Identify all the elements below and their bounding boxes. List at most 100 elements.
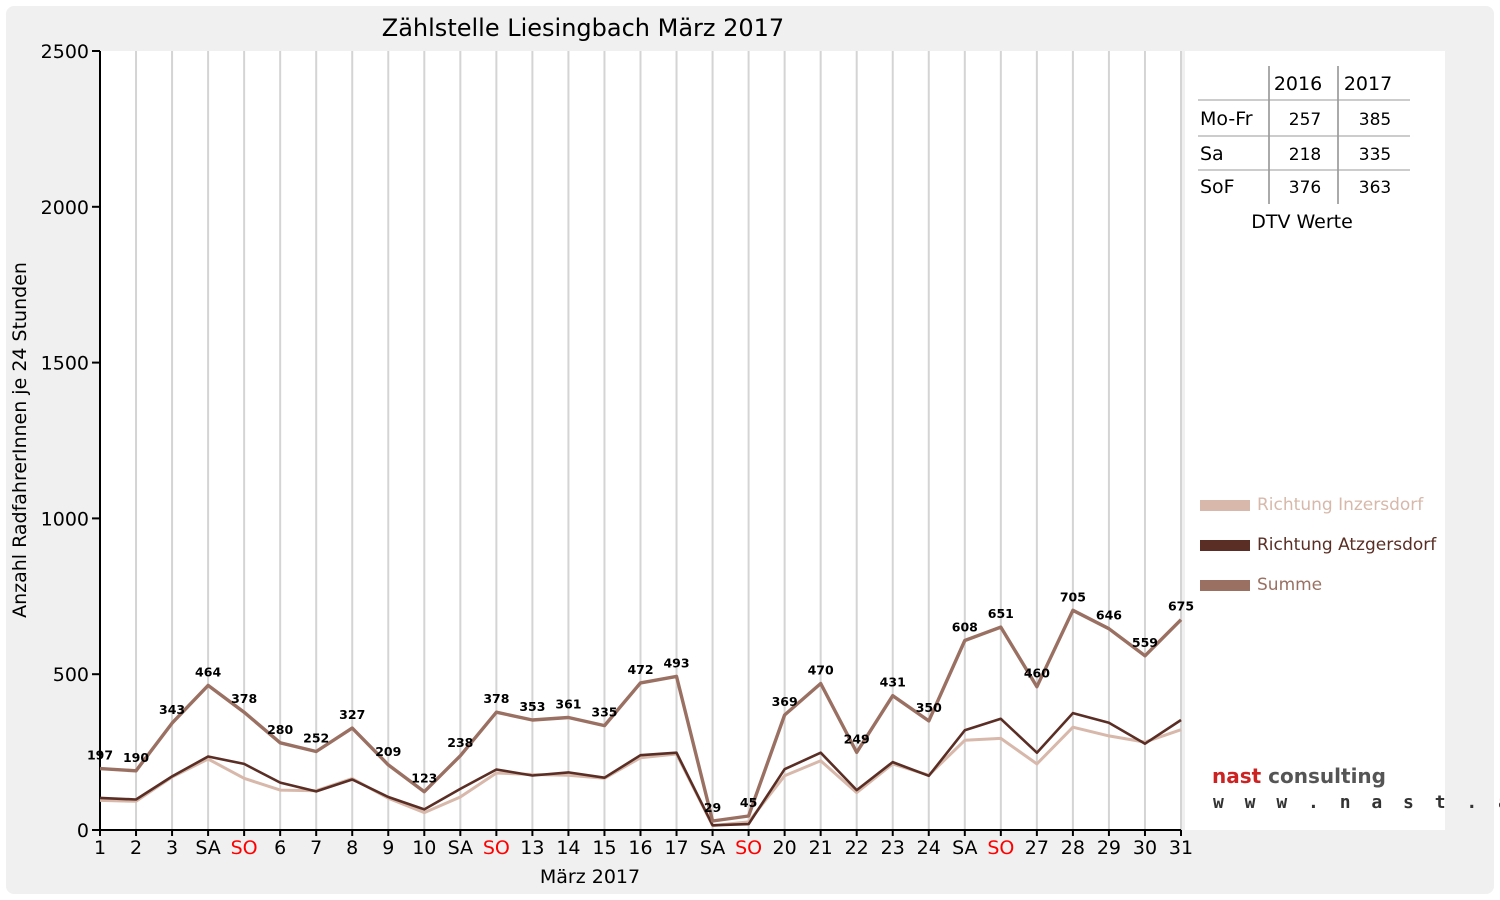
series-lines bbox=[99, 608, 1183, 828]
data-label: 651 bbox=[988, 606, 1014, 621]
x-tick-label: 17 bbox=[664, 837, 688, 859]
data-label: 197 bbox=[87, 748, 113, 763]
chart-title: Zählstelle Liesingbach März 2017 bbox=[382, 14, 784, 42]
table-row-label: Mo-Fr bbox=[1200, 108, 1253, 130]
data-label: 705 bbox=[1060, 589, 1086, 604]
x-tick-label: 10 bbox=[412, 837, 436, 859]
data-label: 608 bbox=[952, 620, 978, 635]
x-tick-label: 8 bbox=[346, 837, 358, 859]
table-cell: 218 bbox=[1289, 145, 1321, 165]
data-label: 353 bbox=[519, 699, 545, 714]
legend-swatch-summe bbox=[1200, 580, 1250, 591]
x-tick-label: SA bbox=[448, 837, 473, 859]
logo-url: w w w . n a s t . a t bbox=[1213, 792, 1500, 813]
x-tick-label: 13 bbox=[520, 837, 544, 859]
data-label: 378 bbox=[483, 691, 509, 706]
table-row-label: Sa bbox=[1200, 143, 1224, 165]
x-tick-label: 6 bbox=[274, 837, 286, 859]
series-line-richtung-atzgersdorf bbox=[99, 711, 1182, 827]
data-label: 238 bbox=[447, 735, 473, 750]
y-axis: 0 500 1000 1500 2000 2500 bbox=[41, 41, 101, 842]
x-tick-label: 20 bbox=[773, 837, 797, 859]
logo-box bbox=[1200, 750, 1443, 825]
data-label: 493 bbox=[663, 655, 689, 670]
x-tick-label: 2 bbox=[130, 837, 142, 859]
dtv-table: 2016 2017 Mo-Fr 257 385 Sa 218 335 SoF 3… bbox=[1198, 66, 1410, 233]
table-cell: 335 bbox=[1359, 145, 1391, 165]
x-tick-label: SO bbox=[987, 837, 1014, 859]
y-axis-label: Anzahl RadfahrerInnen je 24 Stunden bbox=[9, 262, 31, 618]
series-line-richtung-inzersdorf bbox=[99, 725, 1182, 828]
data-labels: 197 190 343 464 378 280 252 327 209 123 238 378 353 3… bbox=[87, 589, 1194, 815]
x-tick-label: 14 bbox=[556, 837, 580, 859]
y-tick-label: 500 bbox=[53, 664, 89, 686]
x-tick-label: 1 bbox=[94, 837, 106, 859]
table-row-label: SoF bbox=[1200, 176, 1235, 198]
nast-logo: nast consulting w w w . n a s t . a t bbox=[1200, 750, 1500, 825]
x-tick-label: SO bbox=[483, 837, 510, 859]
legend-label-summe: Summe bbox=[1257, 575, 1322, 595]
x-tick-label: 15 bbox=[592, 837, 616, 859]
x-tick-label: 31 bbox=[1169, 837, 1193, 859]
table-header-2016: 2016 bbox=[1274, 73, 1322, 95]
x-tick-label: SO bbox=[735, 837, 762, 859]
series-line-summe bbox=[99, 608, 1183, 823]
x-tick-label: SA bbox=[952, 837, 977, 859]
legend: Richtung Inzersdorf Richtung Atzgersdorf… bbox=[1200, 495, 1437, 595]
data-label: 280 bbox=[267, 722, 293, 737]
data-label: 29 bbox=[704, 800, 721, 815]
table-cell: 257 bbox=[1289, 110, 1321, 130]
logo-wordmark: nast consulting bbox=[1212, 764, 1386, 788]
x-axis-label: März 2017 bbox=[540, 866, 640, 888]
y-tick-label: 0 bbox=[77, 820, 89, 842]
x-axis: 1 2 3 SA SO 6 7 8 9 10 SA SO 13 14 15 16 17 SA SO 20 21 22 23 2… bbox=[94, 829, 1193, 859]
data-label: 675 bbox=[1168, 599, 1194, 614]
y-tick-label: 2000 bbox=[41, 197, 89, 219]
data-label: 327 bbox=[339, 707, 365, 722]
data-label: 252 bbox=[303, 730, 329, 745]
data-label: 559 bbox=[1132, 635, 1158, 650]
x-tick-label: SO bbox=[231, 837, 258, 859]
table-caption: DTV Werte bbox=[1251, 211, 1353, 233]
legend-swatch-inzersdorf bbox=[1200, 500, 1250, 511]
x-tick-label: SA bbox=[700, 837, 725, 859]
legend-swatch-atzgersdorf bbox=[1200, 540, 1250, 551]
x-tick-label: 28 bbox=[1061, 837, 1085, 859]
x-tick-label: 7 bbox=[310, 837, 322, 859]
data-label: 361 bbox=[555, 697, 581, 712]
x-tick-label: 29 bbox=[1097, 837, 1121, 859]
grid-lines bbox=[99, 51, 1182, 830]
data-label: 190 bbox=[123, 750, 149, 765]
x-tick-label: 21 bbox=[809, 837, 833, 859]
table-header-2017: 2017 bbox=[1344, 73, 1392, 95]
data-label: 343 bbox=[159, 702, 185, 717]
data-label: 646 bbox=[1096, 608, 1122, 623]
x-tick-label: 22 bbox=[845, 837, 869, 859]
data-label: 123 bbox=[411, 771, 437, 786]
table-cell: 385 bbox=[1359, 110, 1391, 130]
y-tick-label: 1500 bbox=[41, 353, 89, 375]
data-label: 45 bbox=[740, 795, 757, 810]
data-label: 350 bbox=[916, 700, 942, 715]
x-tick-label: 23 bbox=[881, 837, 905, 859]
table-cell: 363 bbox=[1359, 178, 1391, 198]
data-label: 470 bbox=[808, 663, 834, 678]
data-label: 335 bbox=[591, 705, 617, 720]
data-label: 460 bbox=[1024, 666, 1050, 681]
x-tick-label: 27 bbox=[1025, 837, 1049, 859]
data-label: 209 bbox=[375, 744, 401, 759]
data-label: 249 bbox=[844, 731, 870, 746]
legend-label-inzersdorf: Richtung Inzersdorf bbox=[1257, 495, 1424, 515]
x-tick-label: SA bbox=[195, 837, 220, 859]
data-label: 464 bbox=[195, 664, 221, 679]
table-cell: 376 bbox=[1289, 178, 1321, 198]
y-tick-label: 1000 bbox=[41, 508, 89, 530]
legend-label-atzgersdorf: Richtung Atzgersdorf bbox=[1257, 535, 1437, 555]
x-tick-label: 3 bbox=[166, 837, 178, 859]
data-label: 378 bbox=[231, 691, 257, 706]
x-tick-label: 16 bbox=[628, 837, 652, 859]
data-label: 369 bbox=[772, 694, 798, 709]
y-tick-label: 2500 bbox=[41, 41, 89, 63]
